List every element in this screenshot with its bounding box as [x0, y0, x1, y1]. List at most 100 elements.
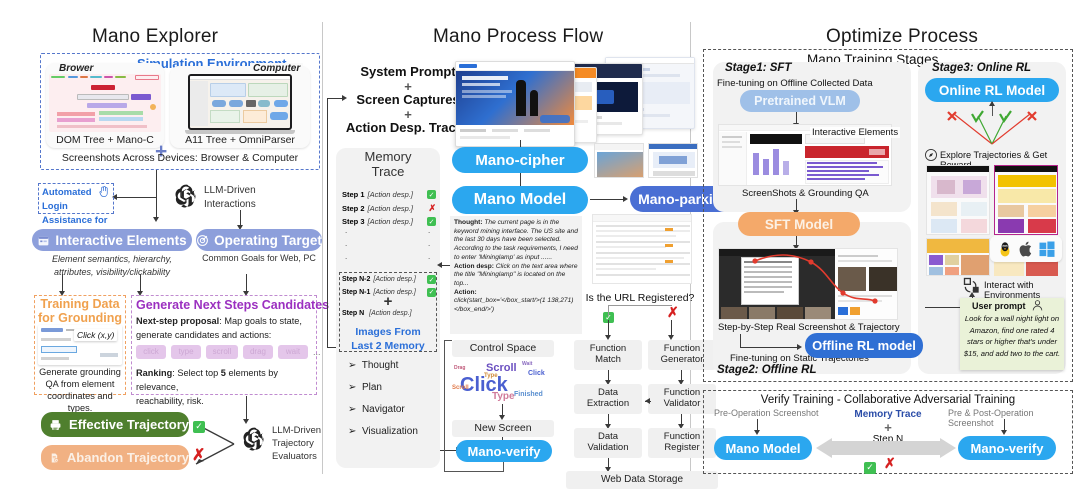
decision-stem	[608, 305, 610, 316]
node-function-generator: Function Generator	[648, 340, 716, 370]
memory-step-row: Step N [Action desp.]	[342, 310, 436, 317]
simulation-environment-box	[40, 53, 320, 170]
user-icon	[1032, 300, 1043, 311]
node-mano-verify[interactable]: Mano-verify	[456, 440, 552, 462]
linux-icon	[1000, 242, 1010, 257]
openai-logo-icon	[175, 184, 196, 208]
grounding-caption: Generate grounding QA from element coord…	[34, 366, 126, 415]
abandon-trajectory-button[interactable]: Abandon Trajectory	[41, 445, 189, 470]
arrow-sft-down	[796, 236, 798, 246]
node-mano-model[interactable]: Mano Model	[452, 186, 588, 214]
ranking-t1: : Select top	[172, 368, 221, 378]
node-verify-mano-verify[interactable]: Mano-verify	[958, 436, 1056, 460]
wordcloud-scroll2: Scroll	[452, 385, 469, 391]
action-chip-type[interactable]: type	[171, 345, 201, 359]
arrow-ie-to-candidates	[140, 274, 142, 292]
wordcloud-scroll: Scroll	[486, 362, 517, 374]
panel-title-left: Mano Explorer	[92, 26, 219, 47]
llm-driven-interactions-label: LLM-Driven Interactions	[204, 184, 256, 211]
verify-mano-verify-label: Mano-verify	[970, 440, 1044, 456]
verify-check-icon: ✓	[864, 457, 876, 475]
arrowhead	[243, 291, 249, 296]
automated-login-line1: Automated Login	[42, 187, 92, 212]
stage2-finetune-label: Fine-tuning on Static Trajectories	[730, 353, 869, 364]
action-chip-drag[interactable]: drag	[243, 345, 273, 359]
click-coordinate-callout: Click (x,y)	[74, 329, 118, 341]
ranking-t2: elements by relevance,	[136, 368, 278, 392]
arrow-fg-to-fv	[681, 370, 683, 381]
thought-action-box: Thought: The current page is in the keyw…	[450, 216, 582, 334]
arrow-model-to-parking	[590, 199, 624, 201]
node-pretrained-vlm[interactable]: Pretrained VLM	[740, 90, 860, 112]
arrowhead	[342, 95, 347, 101]
proposal-text: : Map goals to state,	[219, 316, 302, 326]
effective-trajectory-button[interactable]: Effective Trajectory	[41, 412, 189, 437]
arrow-llm-to-target	[240, 210, 242, 226]
llm-driven-line2: Interactions	[204, 198, 256, 210]
verify-step-n: Step N	[872, 434, 904, 445]
proposal-text2: generate candidates and actions:	[136, 329, 272, 340]
panel-title-middle: Mano Process Flow	[433, 26, 604, 47]
url-registered-decision: Is the URL Registered?	[585, 292, 695, 304]
action-chip-wait[interactable]: wait	[278, 345, 308, 359]
bidirectional-arrow	[816, 438, 956, 458]
node-data-validation: Data Validation	[574, 428, 642, 458]
node-online-rl-model[interactable]: Online RL Model	[925, 78, 1059, 102]
badge-interactive-elements-label: Interactive Elements	[55, 232, 187, 248]
node-verify-mano-model[interactable]: Mano Model	[714, 436, 812, 460]
ie-sub1: Element semantics, hierarchy,	[52, 254, 172, 264]
action-desp-label: Action desp:	[454, 262, 494, 270]
badge-operating-target[interactable]: Operating Target	[196, 229, 322, 251]
arrowhead	[59, 291, 65, 296]
computer-tab-label: Computer	[250, 63, 304, 74]
memory-trace-title: Memory Trace	[336, 149, 440, 180]
training-data-grounding-box	[34, 295, 126, 395]
training-data-title-l2: for Grounding	[37, 311, 122, 325]
windows-icon	[1039, 241, 1055, 257]
stage2-tab-label: Stage2: Offline RL	[717, 364, 817, 376]
node-offline-rl-model[interactable]: Offline RL model	[805, 333, 923, 358]
pre-post-operation-screenshot-label: Pre & Post-Operation Screenshot	[948, 408, 1034, 428]
verify-return-4	[444, 340, 452, 342]
grounding-caption-l1: Generate grounding	[39, 367, 121, 377]
arrow-stage2-down	[740, 334, 742, 348]
document-reject-icon	[51, 452, 59, 463]
input-plus-2: +	[404, 107, 412, 122]
step-name: Step 3	[342, 217, 365, 226]
browser-screenshot-thumb	[49, 74, 161, 132]
memory-title-l1: Memory	[364, 149, 412, 164]
arrowhead	[623, 196, 628, 202]
thought-label: Thought:	[454, 219, 483, 226]
arrow-offline-to-interact	[925, 307, 973, 309]
arrow-dv-to-storage	[608, 458, 610, 468]
automated-login-box	[38, 183, 114, 214]
env-thumb-1	[926, 165, 990, 235]
badge-interactive-elements[interactable]: Interactive Elements	[32, 229, 192, 251]
llm-driven-line1: LLM-Driven	[204, 185, 256, 196]
node-mano-cipher[interactable]: Mano-cipher	[452, 147, 588, 173]
action-chip-scroll[interactable]: scroll	[206, 345, 238, 359]
wordcloud-type2: Type	[484, 373, 498, 379]
proposal-label: Next-step proposal	[136, 316, 220, 326]
abandon-cross-icon: ✗	[192, 447, 206, 464]
arrowhead	[754, 430, 760, 435]
memory-trace-card	[336, 148, 440, 468]
action-chip-click[interactable]: click	[136, 345, 166, 359]
bullet-thought: ➢ Thought	[348, 360, 399, 371]
arrowhead	[989, 101, 995, 106]
user-prompt-label: User prompt	[972, 301, 1026, 311]
arrow-cloud-to-newscreen	[502, 404, 504, 416]
training-data-title: Training Data for Grounding	[36, 297, 124, 325]
node-sft-model[interactable]: SFT Model	[738, 212, 860, 236]
step-name: Step N-1	[342, 288, 371, 296]
node-data-extraction: Data Extraction	[574, 384, 642, 414]
verify-cross-icon: ✗	[884, 455, 896, 471]
arrow-stage2-right	[740, 347, 798, 349]
eval-l3: Evaluators	[272, 451, 317, 463]
arrow-candidates-to-evaluator	[246, 396, 248, 420]
bullet-navigator: ➢ Navigator	[348, 404, 405, 415]
wordcloud-click2: Click	[528, 370, 545, 377]
memory-plus: +	[383, 293, 393, 310]
arrow-to-function-generator	[671, 320, 673, 336]
arrowhead	[797, 344, 802, 350]
